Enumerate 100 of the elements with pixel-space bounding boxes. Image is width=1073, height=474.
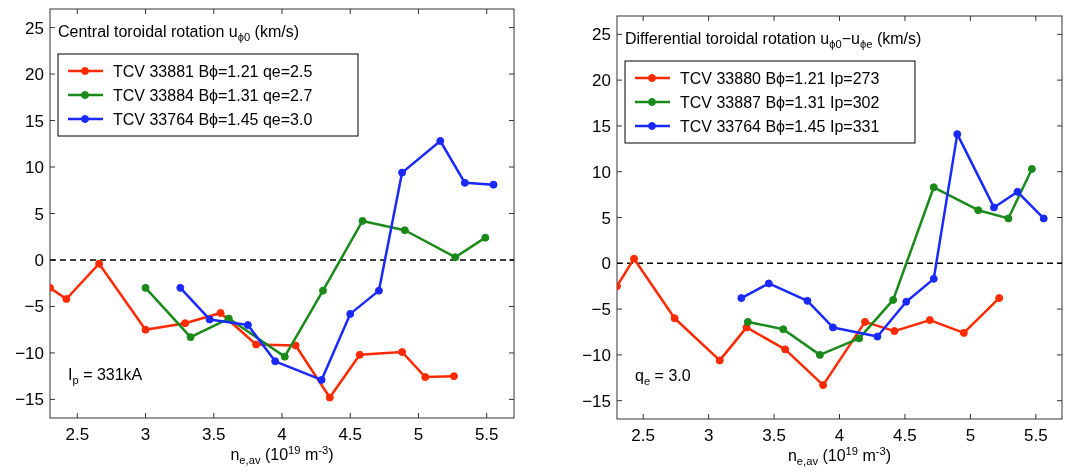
point	[925, 316, 934, 325]
point	[819, 381, 828, 390]
x-tick-label: 4	[277, 425, 287, 444]
text: Differential toroidal rotation u$_{ϕ0}$−u$_{ϕe}$ (km/s)	[625, 30, 922, 50]
x-axis-title: n$_{e,av}$ (10$^{19}$ m$^{-3}$)	[787, 444, 892, 467]
y-tick-label: −15	[15, 390, 44, 410]
legend-label: TCV 33880 Bϕ=1.21 Ip=273	[680, 70, 880, 87]
point	[271, 357, 280, 366]
point	[995, 294, 1004, 303]
legend-label: TCV 33887 Bϕ=1.31 Ip=302	[680, 94, 880, 111]
point	[291, 341, 300, 350]
x-tick-label: 5	[413, 425, 424, 444]
point	[95, 259, 104, 268]
point	[1039, 214, 1048, 223]
point	[421, 373, 430, 382]
point	[355, 350, 364, 359]
point	[398, 348, 407, 356]
x-tick-label: 3	[703, 426, 714, 445]
y-tick-label: −10	[582, 345, 611, 365]
point	[481, 233, 490, 242]
y-tick-label: 20	[592, 71, 611, 91]
y-tick-label: −15	[582, 391, 611, 411]
point	[374, 286, 383, 295]
point	[449, 372, 458, 381]
point	[630, 254, 639, 263]
point	[890, 327, 899, 336]
y-tick-label: 15	[592, 116, 611, 136]
y-tick-label: −5	[591, 300, 611, 320]
point	[141, 325, 150, 334]
x-tick-label: 5.5	[474, 425, 499, 444]
y-tick-label: 20	[25, 65, 44, 85]
y-tick-label: 25	[25, 18, 44, 38]
legend-label: TCV 33881 Bϕ=1.21 qe=2.5	[113, 63, 313, 80]
point	[855, 334, 864, 343]
point	[929, 183, 938, 192]
point	[317, 375, 326, 384]
y-tick-label: 5	[34, 204, 44, 224]
point	[889, 295, 898, 304]
y-tick-label: 0	[601, 254, 611, 274]
point	[216, 308, 225, 317]
annotation: q$_{e}$ = 3.0	[635, 367, 691, 387]
x-tick-label: 4.5	[893, 426, 917, 445]
point	[764, 279, 773, 288]
point	[743, 317, 752, 326]
point	[224, 314, 233, 323]
point	[902, 297, 911, 306]
point	[715, 356, 724, 365]
point	[451, 253, 460, 262]
point	[861, 317, 870, 326]
point	[929, 274, 938, 283]
point	[974, 206, 983, 215]
x-tick-label: 2.5	[631, 426, 655, 445]
point	[400, 226, 409, 235]
y-tick-label: 10	[25, 158, 44, 178]
point	[815, 350, 824, 359]
point	[280, 352, 289, 361]
x-tick-label: 4	[834, 426, 845, 445]
point	[346, 309, 355, 318]
point	[141, 283, 150, 292]
point	[1027, 164, 1036, 173]
point	[670, 314, 679, 323]
point	[779, 325, 788, 334]
legend-label: TCV 33764 Bϕ=1.45 Ip=331	[680, 118, 880, 135]
y-tick-label: 15	[25, 111, 44, 131]
x-tick-label: 5.5	[1024, 426, 1048, 445]
point	[737, 294, 746, 303]
point	[325, 393, 334, 402]
point	[186, 333, 195, 342]
point	[318, 286, 327, 295]
point	[803, 296, 812, 305]
point	[62, 295, 71, 304]
x-axis-title: n$_{e,av}$ (10$^{19}$ m$^{-3}$)	[230, 443, 334, 466]
annotation: I$_{p}$ = 331kA	[68, 366, 143, 386]
point	[252, 340, 261, 349]
point	[181, 319, 190, 328]
x-tick-label: 4.5	[338, 425, 363, 444]
y-tick-label: −10	[15, 343, 44, 363]
point	[1004, 214, 1013, 223]
text: Central toroidal rotation u$_{ϕ0}$ (km/s)	[58, 23, 300, 43]
point	[460, 178, 469, 187]
point	[953, 130, 962, 139]
point	[489, 180, 498, 189]
point	[873, 332, 882, 341]
x-tick-label: 3	[140, 425, 151, 444]
legend-label: TCV 33764 Bϕ=1.45 qe=3.0	[113, 111, 313, 128]
point	[358, 216, 367, 225]
x-tick-label: 5	[965, 426, 976, 445]
x-tick-label: 3.5	[201, 425, 226, 444]
y-tick-label: 10	[592, 162, 611, 182]
y-tick-label: 0	[34, 250, 44, 270]
point	[989, 203, 998, 212]
point	[781, 345, 790, 354]
legend-label: TCV 33884 Bϕ=1.31 qe=2.7	[113, 87, 313, 104]
point	[176, 283, 185, 292]
point	[828, 323, 837, 332]
y-tick-label: 5	[601, 208, 611, 228]
point	[436, 137, 445, 145]
x-tick-label: 3.5	[762, 426, 786, 445]
point	[243, 321, 252, 330]
y-tick-label: −5	[24, 297, 44, 317]
